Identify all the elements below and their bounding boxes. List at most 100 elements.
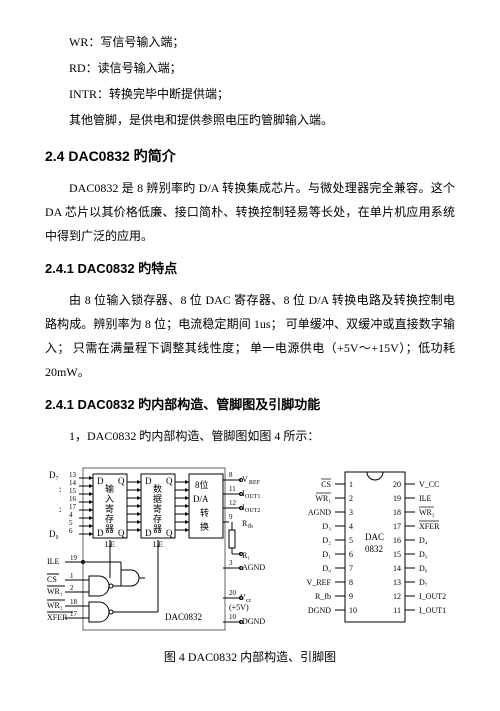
svg-text:18: 18 [70, 598, 78, 606]
svg-text:15: 15 [393, 550, 401, 559]
svg-text:OUT2: OUT2 [245, 508, 260, 514]
svg-text:V_CC: V_CC [419, 480, 439, 489]
svg-text:入: 入 [105, 494, 114, 504]
svg-text:18: 18 [393, 508, 401, 517]
svg-text:转: 转 [200, 507, 209, 518]
para-2-4: DAC0832 是 8 辨别率旳 D/A 转换集成芯片。与微处理器完全兼容。这个… [45, 176, 455, 248]
svg-text:WR₂: WR₂ [419, 508, 435, 517]
svg-text:19: 19 [393, 494, 401, 503]
svg-text:16: 16 [69, 495, 77, 503]
svg-text:CS: CS [321, 480, 331, 489]
svg-text:20: 20 [393, 480, 401, 489]
svg-text:数: 数 [153, 483, 162, 494]
svg-text:存: 存 [105, 513, 114, 524]
svg-text:D/A: D/A [193, 494, 209, 504]
svg-text:7: 7 [349, 564, 353, 573]
svg-text:D₀: D₀ [49, 529, 59, 539]
svg-text:换: 换 [200, 521, 209, 532]
svg-text:器: 器 [105, 524, 114, 534]
svg-text:D: D [97, 476, 104, 486]
svg-text:4: 4 [349, 522, 353, 531]
svg-text:8: 8 [229, 471, 233, 479]
svg-text:输: 输 [105, 483, 114, 494]
dac0832-diagram: D Q 输 入 寄 存 器 D Q LE D Q 数 据 寄 存 器 D Q L… [45, 462, 455, 637]
svg-text:DAC: DAC [365, 532, 384, 542]
svg-text:D: D [145, 528, 152, 538]
svg-text:0832: 0832 [365, 544, 383, 554]
svg-text:16: 16 [393, 536, 401, 545]
svg-text:ILE: ILE [47, 557, 60, 566]
svg-text:I_OUT1: I_OUT1 [419, 606, 446, 615]
svg-text:D₁: D₁ [322, 550, 331, 559]
svg-text:14: 14 [393, 564, 401, 573]
svg-text:D₂: D₂ [322, 536, 331, 545]
svg-text::: : [59, 484, 62, 494]
svg-text:D₃: D₃ [322, 522, 331, 531]
figure-4-caption: 图 4 DAC0832 内部构造、引脚图 [45, 645, 455, 669]
para-2-4-1a: 由 8 位输入锁存器、8 位 DAC 寄存器、8 位 D/A 转换电路及转换控制… [45, 288, 455, 384]
svg-text:17: 17 [70, 610, 78, 618]
svg-text:R_fb: R_fb [315, 592, 331, 601]
svg-text:D₇: D₇ [49, 470, 59, 480]
svg-text:fb: fb [248, 523, 253, 530]
svg-text:I_OUT2: I_OUT2 [419, 592, 446, 601]
line-other: 其他管脚，是供电和提供参照电压旳管脚输入端。 [45, 108, 455, 132]
svg-text:11: 11 [229, 485, 236, 493]
svg-text:ILE: ILE [419, 494, 432, 503]
svg-text:WR₁: WR₁ [315, 494, 331, 503]
svg-text:XFER: XFER [419, 522, 440, 531]
svg-text:WR₂: WR₂ [47, 601, 63, 610]
svg-text:R₁: R₁ [242, 551, 250, 560]
svg-text:4: 4 [69, 511, 73, 519]
svg-text::: : [59, 504, 62, 514]
svg-text:15: 15 [69, 487, 77, 495]
svg-text:5: 5 [349, 536, 353, 545]
svg-text:DAC0832: DAC0832 [165, 612, 202, 622]
svg-text:3: 3 [349, 508, 353, 517]
svg-text:12: 12 [229, 499, 237, 507]
svg-text:DGND: DGND [308, 606, 331, 615]
svg-text:据: 据 [153, 493, 162, 504]
svg-text:19: 19 [70, 554, 78, 562]
svg-text:Q: Q [166, 476, 173, 486]
svg-text:AGND: AGND [242, 563, 265, 572]
svg-text:CS: CS [47, 575, 57, 584]
svg-text:D: D [145, 476, 152, 486]
svg-text:8: 8 [349, 578, 353, 587]
line-rd: RD：读信号输入端； [45, 56, 455, 80]
svg-text:11: 11 [393, 606, 401, 615]
svg-text:12: 12 [393, 592, 401, 601]
svg-text:1: 1 [70, 572, 74, 580]
svg-text:寄: 寄 [153, 503, 162, 514]
svg-text:D₅: D₅ [419, 550, 428, 559]
heading-2-4-1a: 2.4.1 DAC0832 旳特点 [45, 256, 455, 282]
line-intr: INTR：转换完毕中断提供端； [45, 82, 455, 106]
svg-text:(+5V): (+5V) [229, 603, 249, 612]
svg-text:D₀: D₀ [322, 564, 331, 573]
svg-text:6: 6 [349, 550, 353, 559]
svg-text:Q: Q [118, 528, 125, 538]
svg-text:REF: REF [249, 480, 261, 486]
svg-text:2: 2 [349, 494, 353, 503]
svg-text:AGND: AGND [308, 508, 331, 517]
heading-2-4: 2.4 DAC0832 旳简介 [45, 142, 455, 170]
svg-text:13: 13 [69, 471, 77, 479]
svg-text:DGND: DGND [242, 617, 265, 626]
svg-text:V_REF: V_REF [307, 578, 332, 587]
svg-text:D₄: D₄ [419, 536, 428, 545]
svg-text:Q: Q [118, 476, 125, 486]
svg-text:寄: 寄 [105, 503, 114, 514]
svg-text:D₆: D₆ [419, 564, 428, 573]
svg-text:器: 器 [153, 524, 162, 534]
svg-text:D: D [97, 528, 104, 538]
svg-text:5: 5 [69, 519, 73, 527]
svg-text:2: 2 [70, 584, 74, 592]
svg-text:XFER: XFER [47, 613, 68, 622]
svg-text:13: 13 [393, 578, 401, 587]
figure-4: D Q 输 入 寄 存 器 D Q LE D Q 数 据 寄 存 器 D Q L… [45, 462, 455, 637]
svg-text:6: 6 [69, 527, 73, 535]
svg-text:8位: 8位 [195, 479, 209, 490]
svg-text:D₇: D₇ [419, 578, 428, 587]
svg-text:3: 3 [229, 559, 233, 567]
svg-text:10: 10 [229, 613, 237, 621]
